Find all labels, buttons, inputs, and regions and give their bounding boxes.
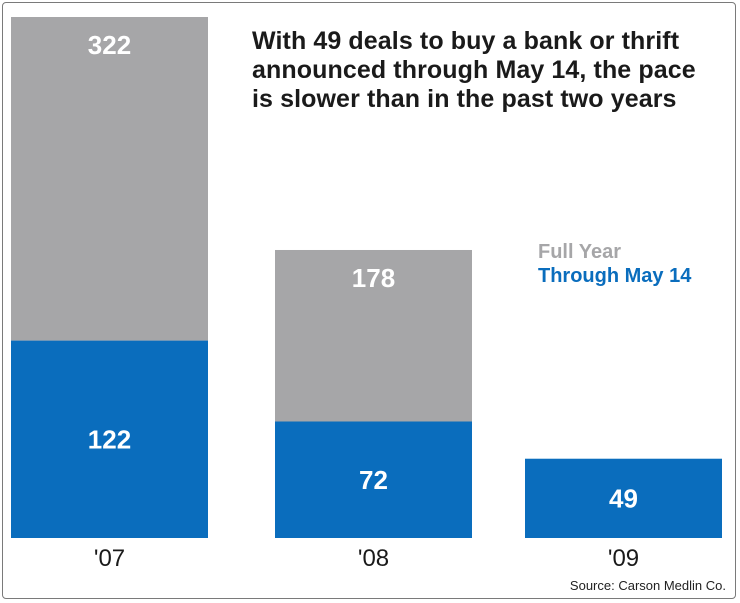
label-full-year-0: 322 <box>88 30 131 60</box>
x-tick-0: '07 <box>94 545 125 572</box>
label-through-1: 72 <box>359 465 388 495</box>
source-note: Source: Carson Medlin Co. <box>569 578 726 593</box>
bar-through-0 <box>11 340 208 538</box>
x-tick-2: '09 <box>608 545 639 572</box>
bar-through-2 <box>525 458 722 538</box>
x-tick-1: '08 <box>358 545 389 572</box>
label-through-0: 122 <box>88 424 131 454</box>
bar-through-1 <box>275 421 472 538</box>
label-through-2: 49 <box>609 483 638 513</box>
legend-through-may-14: Through May 14 <box>538 265 692 287</box>
legend-full-year: Full Year <box>538 241 622 263</box>
bar-full-year-0 <box>11 17 208 341</box>
bar-full-year-1 <box>275 249 472 422</box>
label-full-year-1: 178 <box>352 263 395 293</box>
chart-title: With 49 deals to buy a bank or thrift an… <box>252 27 696 113</box>
legend: Full Year Through May 14 <box>538 240 691 288</box>
